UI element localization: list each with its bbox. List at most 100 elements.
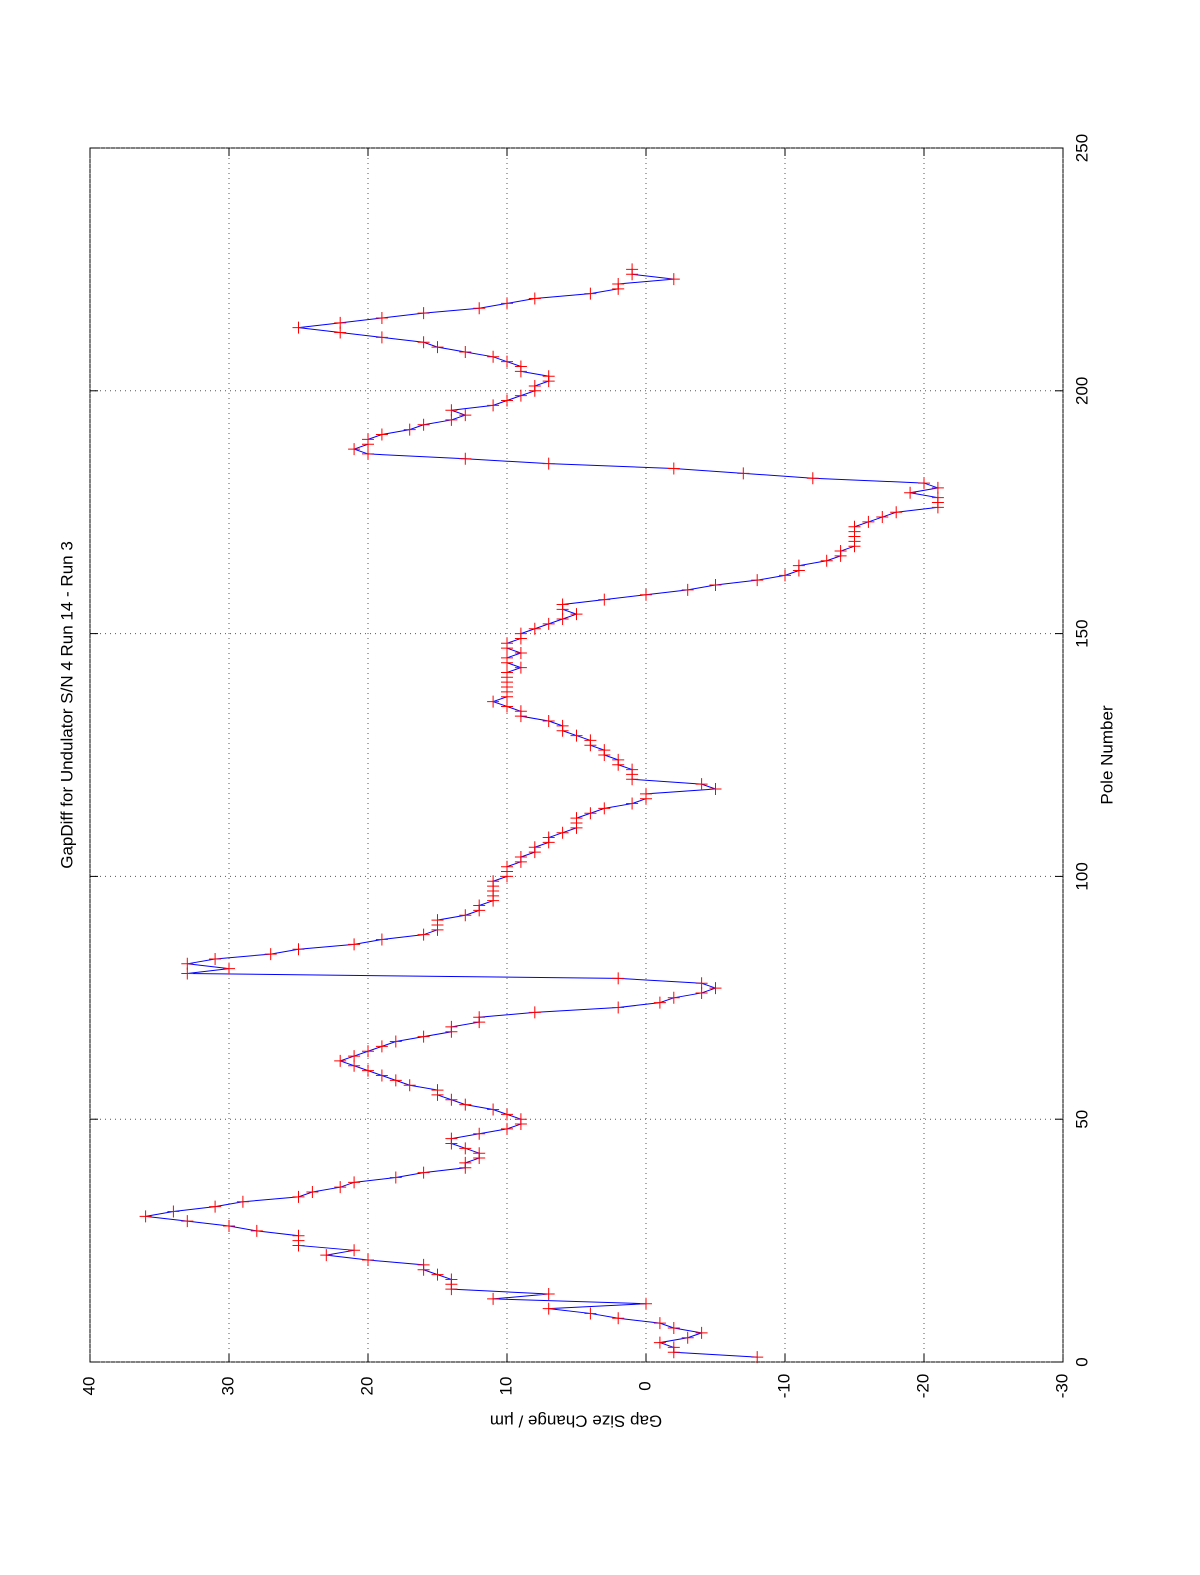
data-marker bbox=[612, 1312, 625, 1325]
y-tick-label: 10 bbox=[496, 1377, 515, 1396]
data-marker bbox=[653, 996, 666, 1009]
data-marker bbox=[487, 350, 500, 363]
data-marker bbox=[403, 1079, 416, 1092]
data-marker bbox=[223, 1220, 235, 1233]
chart-title: GapDiff for Undulator S/N 4 Run 14 - Run… bbox=[57, 541, 76, 869]
data-marker bbox=[501, 297, 513, 310]
data-marker bbox=[417, 1166, 430, 1179]
data-marker bbox=[431, 1268, 444, 1281]
data-marker bbox=[834, 545, 847, 558]
data-marker bbox=[612, 277, 625, 290]
data-marker bbox=[181, 1215, 194, 1228]
data-marker bbox=[389, 1171, 402, 1184]
data-marker bbox=[528, 292, 541, 305]
data-marker bbox=[681, 583, 694, 596]
data-marker bbox=[473, 1147, 486, 1160]
x-axis-label: Pole Number bbox=[1097, 705, 1116, 805]
data-marker bbox=[306, 1186, 319, 1199]
data-marker bbox=[223, 962, 235, 975]
data-marker bbox=[806, 472, 819, 485]
y-tick-label: 40 bbox=[79, 1377, 98, 1396]
x-tick-label: 150 bbox=[1072, 619, 1091, 647]
y-tick-label: 20 bbox=[357, 1377, 376, 1396]
data-marker bbox=[375, 311, 388, 324]
data-marker bbox=[362, 1045, 374, 1058]
x-tick-label: 200 bbox=[1072, 377, 1091, 405]
data-marker bbox=[514, 1113, 527, 1126]
data-marker bbox=[612, 1001, 625, 1014]
data-marker bbox=[348, 1050, 361, 1063]
data-marker bbox=[181, 957, 194, 970]
data-marker bbox=[473, 899, 486, 912]
data-line bbox=[145, 269, 940, 1358]
data-marker bbox=[362, 433, 374, 446]
data-marker bbox=[640, 588, 652, 601]
data-marker bbox=[459, 909, 472, 922]
data-marker bbox=[514, 627, 527, 640]
data-marker bbox=[375, 933, 388, 946]
data-marker bbox=[779, 569, 791, 582]
data-marker bbox=[139, 1210, 152, 1223]
plot-frame bbox=[89, 147, 1064, 1363]
data-marker bbox=[473, 1127, 486, 1140]
data-marker bbox=[292, 1190, 305, 1203]
data-marker bbox=[584, 734, 597, 747]
y-tick-label: 30 bbox=[218, 1377, 237, 1396]
data-marker bbox=[375, 331, 388, 344]
data-marker bbox=[598, 744, 611, 757]
data-marker bbox=[459, 452, 472, 465]
data-marker bbox=[528, 841, 541, 854]
data-marker bbox=[501, 1108, 513, 1121]
data-marker bbox=[667, 991, 680, 1004]
data-marker bbox=[431, 1084, 444, 1097]
data-marker bbox=[167, 1205, 180, 1218]
data-marker bbox=[528, 1006, 541, 1019]
data-marker bbox=[653, 1336, 666, 1349]
data-marker bbox=[375, 1069, 388, 1082]
data-marker bbox=[542, 1288, 555, 1301]
data-marker bbox=[459, 1156, 472, 1169]
data-marker bbox=[417, 336, 430, 349]
data-marker bbox=[250, 1224, 263, 1237]
data-marker bbox=[612, 753, 625, 766]
data-marker bbox=[695, 778, 708, 791]
data-marker bbox=[431, 341, 444, 354]
data-marker bbox=[528, 379, 541, 392]
data-marker bbox=[403, 423, 416, 436]
data-marker bbox=[320, 1249, 333, 1262]
data-marker bbox=[487, 695, 500, 708]
data-marker bbox=[709, 982, 722, 995]
data-marker bbox=[626, 763, 639, 776]
data-marker bbox=[751, 574, 764, 587]
data-marker bbox=[570, 812, 583, 825]
data-marker bbox=[876, 511, 889, 524]
data-marker bbox=[862, 515, 875, 528]
data-marker bbox=[501, 860, 513, 873]
data-marker bbox=[348, 443, 361, 456]
data-marker bbox=[375, 428, 388, 441]
data-marker bbox=[584, 287, 597, 300]
data-marker bbox=[556, 598, 569, 611]
data-marker bbox=[487, 1103, 500, 1116]
data-marker bbox=[640, 787, 652, 800]
data-marker bbox=[570, 608, 583, 621]
data-marker bbox=[695, 977, 708, 990]
data-marker bbox=[514, 389, 527, 402]
data-marker bbox=[528, 622, 541, 635]
data-marker bbox=[667, 1322, 680, 1335]
data-marker bbox=[417, 1258, 430, 1271]
data-marker bbox=[445, 404, 458, 417]
x-tick-label: 50 bbox=[1072, 1110, 1091, 1129]
data-marker bbox=[542, 370, 555, 383]
data-marker bbox=[653, 1317, 666, 1330]
y-tick-label: 0 bbox=[635, 1381, 654, 1390]
data-marker bbox=[848, 520, 861, 533]
data-marker bbox=[570, 729, 583, 742]
data-marker bbox=[918, 477, 930, 490]
data-marker bbox=[501, 637, 513, 650]
data-marker bbox=[334, 1181, 347, 1194]
data-marker bbox=[209, 952, 222, 965]
data-marker bbox=[501, 1122, 513, 1135]
data-marker bbox=[542, 457, 555, 470]
